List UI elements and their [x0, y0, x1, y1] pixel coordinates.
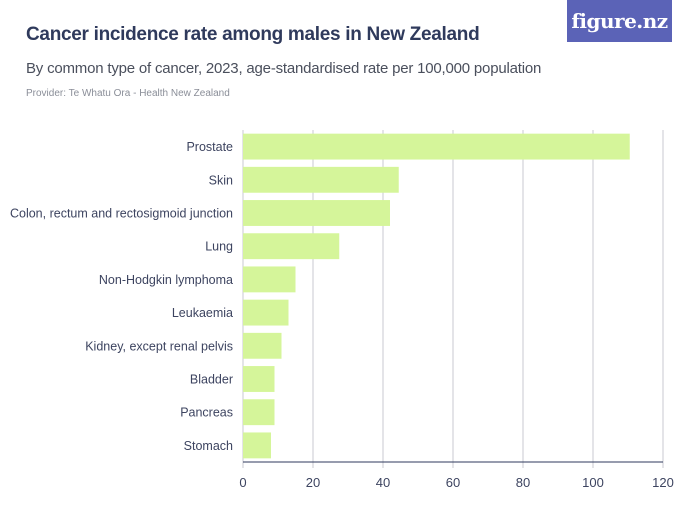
- bar[interactable]: [243, 200, 390, 226]
- bar[interactable]: [243, 432, 271, 459]
- x-tick-label: 100: [582, 475, 604, 490]
- category-label: Leukaemia: [172, 306, 233, 320]
- category-label: Stomach: [184, 439, 233, 453]
- bar[interactable]: [243, 332, 282, 359]
- chart-subtitle: By common type of cancer, 2023, age-stan…: [26, 60, 542, 77]
- data-provider: Provider: Te Whatu Ora - Health New Zeal…: [26, 88, 230, 99]
- x-axis: 0 20 40 60 80 100 120: [239, 461, 674, 490]
- category-label: Bladder: [190, 373, 233, 387]
- category-label: Non-Hodgkin lymphoma: [99, 273, 233, 287]
- bar[interactable]: [243, 299, 289, 326]
- category-label: Colon, rectum and rectosigmoid junction: [10, 207, 233, 221]
- figure-nz-logo[interactable]: figure.nz: [567, 0, 672, 42]
- chart-title: Cancer incidence rate among males in New…: [26, 24, 480, 45]
- bars: [243, 133, 630, 459]
- x-tick-label: 40: [376, 475, 390, 490]
- x-tick-label: 120: [652, 475, 674, 490]
- bar[interactable]: [243, 233, 340, 260]
- x-tick-label: 80: [516, 475, 530, 490]
- category-label: Kidney, except renal pelvis: [85, 339, 233, 353]
- category-label: Prostate: [186, 140, 233, 154]
- bar[interactable]: [243, 166, 399, 193]
- bar[interactable]: [243, 399, 275, 426]
- category-labels: Prostate Skin Colon, rectum and rectosigmo…: [10, 140, 233, 453]
- x-tick-label: 0: [239, 475, 246, 490]
- bar[interactable]: [243, 133, 630, 160]
- category-label: Skin: [209, 173, 233, 187]
- bar[interactable]: [243, 266, 296, 293]
- x-tick-label: 60: [446, 475, 460, 490]
- category-label: Pancreas: [180, 406, 233, 420]
- x-tick-label: 20: [306, 475, 320, 490]
- category-label: Lung: [205, 240, 233, 254]
- bar[interactable]: [243, 366, 275, 392]
